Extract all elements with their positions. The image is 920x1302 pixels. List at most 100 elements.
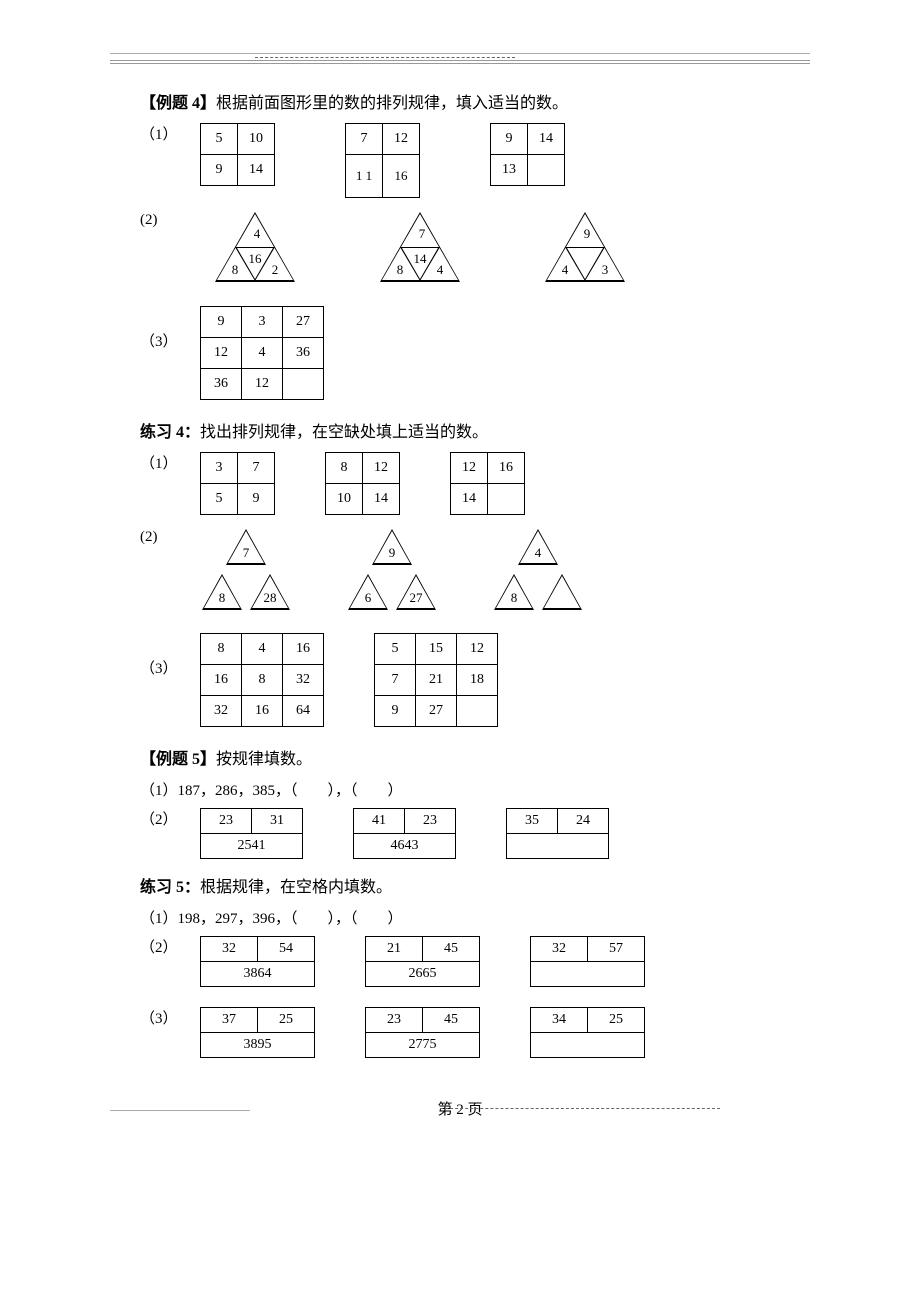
page: 【例题 4】根据前面图形里的数的排列规律，填入适当的数。 （1） 510 914… [0,0,920,1159]
pr5-p3-b3: 3425 [530,1007,645,1058]
ex4-p1-g3: 914 13 [490,123,565,186]
cell: 8 [242,665,283,696]
cell: 9 [491,124,528,155]
pr4-p3-g1: 8416 16832 321664 [200,633,324,727]
ex5-title: 【例题 5】按规律填数。 [140,745,810,769]
ex4-p1-figs: 510 914 712 1 116 914 13 [200,123,565,198]
cell: 16 [242,696,283,727]
pr4-p1-figs: 37 59 812 1014 1216 14 [200,452,525,515]
pr4-p1-g2: 812 1014 [325,452,400,515]
tri-br: 4 [431,262,449,278]
cell: 27 [283,307,324,338]
cell [488,484,525,515]
cell: 12 [242,369,283,400]
tri-bl: 8 [391,262,409,278]
tri-lbl: 8 [492,590,536,606]
cell: 2665 [366,962,480,987]
cell [531,962,645,987]
ex5-p2-figs: 2331 2541 4123 4643 3524 [200,808,609,859]
pr5-title-text: 根据规律，在空格内填数。 [200,879,392,896]
cell: 35 [507,809,558,834]
ex5-title-prefix: 【例题 5】 [140,751,216,768]
cell: 23 [366,1008,423,1033]
ex4-p1-g1: 510 914 [200,123,275,186]
cell: 32 [201,696,242,727]
cell: 4643 [354,834,456,859]
cell: 15 [416,634,457,665]
cell: 36 [201,369,242,400]
cell: 57 [588,937,645,962]
ex5-p2-b3: 3524 [506,808,609,859]
ex4-p1-g2: 712 1 116 [345,123,420,198]
cell: 14 [528,124,565,155]
pr4-title-prefix: 练习 4： [140,424,200,441]
ex4-p1-label: （1） [140,123,200,144]
ex5-p2-b2: 4123 4643 [353,808,456,859]
pr4-title-text: 找出排列规律，在空缺处填上适当的数。 [200,424,488,441]
ex4-p1: （1） 510 914 712 1 116 914 13 [110,123,810,198]
pr4-p2-t2: 9 6 27 [346,529,438,619]
tri-top: 4 [247,226,267,242]
cell: 9 [375,696,416,727]
ex5-p2-b1: 2331 2541 [200,808,303,859]
tri-lbl: 27 [394,590,438,606]
cell [283,369,324,400]
pr5-p2: （2） 3254 3864 2145 2665 3257 [110,936,810,987]
pr4-p2: (2) 7 8 28 9 6 27 4 8 [110,529,810,619]
pr5-p3-b1: 3725 3895 [200,1007,315,1058]
cell: 12 [451,453,488,484]
ex4-p3-label: （3） [140,330,200,351]
tri-top: 9 [577,226,597,242]
tri-bl: 4 [556,262,574,278]
pr5-p3-b2: 2345 2775 [365,1007,480,1058]
cell: 7 [375,665,416,696]
cell: 3 [242,307,283,338]
pr4-p2-figs: 7 8 28 9 6 27 4 8 [200,529,584,619]
cell: 16 [283,634,324,665]
cell: 2775 [366,1033,480,1058]
cell: 23 [405,809,456,834]
ex4-p2: (2) 4 16 8 2 7 14 8 4 9 4 3 [110,212,810,292]
cell: 9 [238,484,275,515]
pr4-p1-g3: 1216 14 [450,452,525,515]
cell: 36 [283,338,324,369]
cell: 21 [366,937,423,962]
footer-dash [440,1108,720,1109]
cell: 14 [451,484,488,515]
cell: 16 [488,453,525,484]
cell: 32 [531,937,588,962]
pr4-p1-g1: 37 59 [200,452,275,515]
cell: 3 [201,453,238,484]
cell: 14 [238,155,275,186]
pr5-p3-label: （3） [140,1007,200,1028]
cell: 12 [201,338,242,369]
pr5-p3-figs: 3725 3895 2345 2775 3425 [200,1007,645,1058]
pr4-p1-label: （1） [140,452,200,473]
pr4-p2-label: (2) [140,529,200,546]
ex4-title-prefix: 【例题 4】 [140,95,216,112]
tri-lbl: 6 [346,590,390,606]
footer: 第 2 页 [110,1098,810,1119]
pr5-title: 练习 5：根据规律，在空格内填数。 [140,873,810,897]
pr4-title: 练习 4：找出排列规律，在空缺处填上适当的数。 [140,418,810,442]
ex4-p2-label: (2) [140,212,200,229]
cell: 3895 [201,1033,315,1058]
header-dash [255,57,515,58]
cell: 24 [558,809,609,834]
ex4-p2-t3: 9 4 3 [530,212,640,292]
ex4-p3: （3） 9327 12436 3612 [110,306,810,400]
cell: 14 [363,484,400,515]
cell: 13 [491,155,528,186]
cell: 12 [383,124,420,155]
pr4-p3-label: （3） [140,657,200,678]
tri-lbl: 4 [516,545,560,561]
tri-br: 3 [596,262,614,278]
cell [457,696,498,727]
cell: 5 [375,634,416,665]
tri-mid: 14 [407,251,433,267]
ex5-p2: （2） 2331 2541 4123 4643 3524 [110,808,810,859]
pr5-p2-label: （2） [140,936,200,957]
cell: 31 [252,809,303,834]
ex4-p2-t1: 4 16 8 2 [200,212,310,292]
cell: 12 [363,453,400,484]
